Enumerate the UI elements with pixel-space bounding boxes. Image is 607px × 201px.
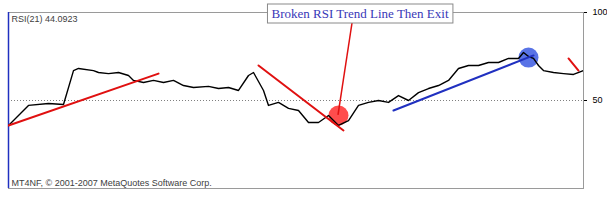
svg-text:MT4NF, © 2001-2007 MetaQuotes: MT4NF, © 2001-2007 MetaQuotes Software C… bbox=[12, 178, 212, 188]
svg-text:100: 100 bbox=[593, 7, 607, 17]
svg-text:Broken RSI Trend Line Then Exi: Broken RSI Trend Line Then Exit bbox=[271, 6, 448, 21]
svg-text:50: 50 bbox=[593, 95, 603, 105]
svg-text:RSI(21) 44.0923: RSI(21) 44.0923 bbox=[12, 14, 78, 24]
